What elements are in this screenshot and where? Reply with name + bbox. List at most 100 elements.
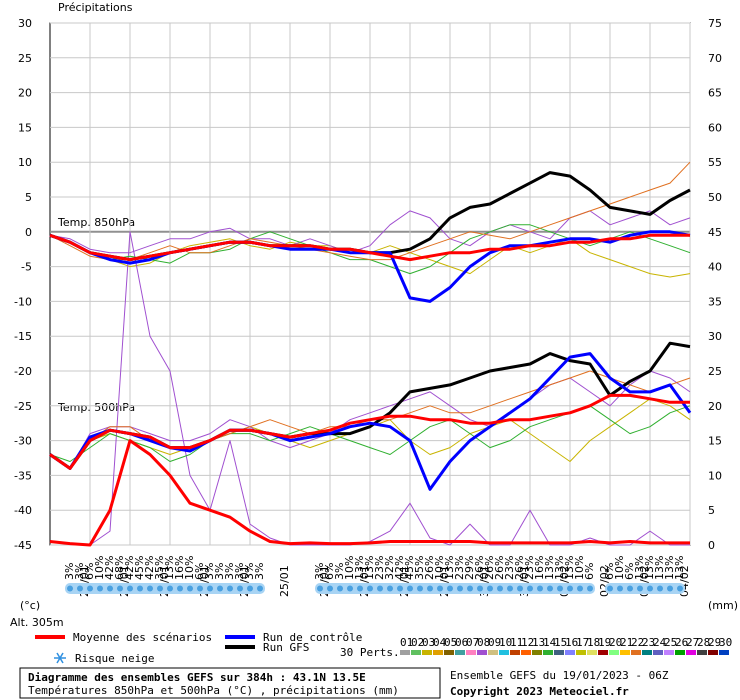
snow-risk-label: 10% [613,556,626,580]
legend-label: Run de contrôle [263,631,362,644]
snow-flake [437,585,443,592]
y-tick-label: 10 [18,156,32,169]
y-tick-label: 0 [25,226,32,239]
pert-swatch [444,650,454,655]
pert-swatch [631,650,641,655]
snow-risk-label: 3% [213,563,226,580]
pert-swatch [543,650,553,655]
pert-number: 26 [675,636,688,649]
snow-flake [537,585,543,592]
pert-number: 28 [697,636,710,649]
pert-swatch [499,650,509,655]
member-t500-line [49,370,691,469]
pert-swatch [620,650,630,655]
pert-number: 12 [521,636,534,649]
snow-risk-label: 13% [563,556,576,580]
snow-risk-label: 13% [673,556,686,580]
snow-flake [147,585,153,592]
pert-number: 02 [411,636,424,649]
y2-tick-label: 5 [708,504,715,517]
t850-label: Temp. 850hPa [57,216,135,229]
snow-risk-label: 3% [63,563,76,580]
snow-risk-label: 3% [253,563,266,580]
pert-number: 08 [477,636,490,649]
snow-flake [647,585,653,592]
series-t500-line [49,393,690,470]
pert-swatch [719,650,729,655]
y2-tick-label: 0 [708,539,715,552]
snow-risk-label: 6% [603,563,616,580]
y-tick-label: -15 [14,330,32,343]
snow-risk-label: 13% [653,556,666,580]
y-tick-label: 20 [18,87,32,100]
snow-risk-label: 16% [533,556,546,580]
snow-flake [177,585,183,592]
snow-risk-label: 6% [193,563,206,580]
snow-flake [367,585,373,592]
t500-label: Temp. 500hPa [57,401,135,414]
snow-risk-label: 3% [333,563,346,580]
pert-swatch [433,650,443,655]
legend-label: Moyenne des scénarios [73,631,212,644]
snow-flake [487,585,493,592]
y-tick-label: -30 [14,435,32,448]
y2-tick-label: 75 [708,17,722,30]
snow-flake [167,585,173,592]
snow-flake [157,585,163,592]
snow-risk-label: 23% [453,556,466,580]
pert-swatch [477,650,487,655]
x-tick-label: 25/01 [278,565,291,597]
snow-flake [357,585,363,592]
snow-flake [587,585,593,592]
snow-flake [387,585,393,592]
snow-risk-label: 3% [223,563,236,580]
pert-number: 30 [719,636,732,649]
pert-number: 17 [576,636,589,649]
chart-title: Diagramme des ensembles GEFS sur 384h : … [28,671,366,684]
snow-flake [257,585,263,592]
snow-flake [317,585,323,592]
snow-flake [477,585,483,592]
run-info: Ensemble GEFS du 19/01/2023 - 06Z [450,669,669,682]
snow-flake [107,585,113,592]
snow-flake [227,585,233,592]
pert-swatch [532,650,542,655]
snow-risk-label: 10% [93,556,106,580]
snow-band [65,583,265,594]
snow-flake [77,585,83,592]
snow-flake [507,585,513,592]
snow-flake [377,585,383,592]
y-tick-label: -20 [14,365,32,378]
snow-risk-label: 3% [233,563,246,580]
pert-swatch [400,650,410,655]
snow-flake [467,585,473,592]
pert-number: 22 [631,636,644,649]
info-box [19,667,441,699]
snow-flake [657,585,663,592]
snow-risk-label: 35% [413,556,426,580]
snow-flake [417,585,423,592]
snow-flake [327,585,333,592]
snow-risk-label: 42% [103,556,116,580]
snow-risk-label: 13% [443,556,456,580]
y2-tick-label: 40 [708,261,722,274]
snow-flake [407,585,413,592]
snow-flake [217,585,223,592]
series-precip-line [49,439,690,547]
pert-number: 29 [708,636,721,649]
y2-tick-label: 15 [708,435,722,448]
y2-tick-label: 60 [708,121,722,134]
snow-risk-label: 3% [313,563,326,580]
altitude: Alt. 305m [10,616,64,629]
y2-tick-label: 30 [708,330,722,343]
snow-risk-label: 26% [513,556,526,580]
snow-risk-label: 42% [143,556,156,580]
snow-risk-label: 13% [353,556,366,580]
snow-risk-label: 42% [393,556,406,580]
pert-number: 23 [642,636,655,649]
snow-flake [457,585,463,592]
series-t500-line [49,352,692,491]
snow-flake [677,585,683,592]
snow-flake [667,585,673,592]
snow-risk-label: 13% [543,556,556,580]
